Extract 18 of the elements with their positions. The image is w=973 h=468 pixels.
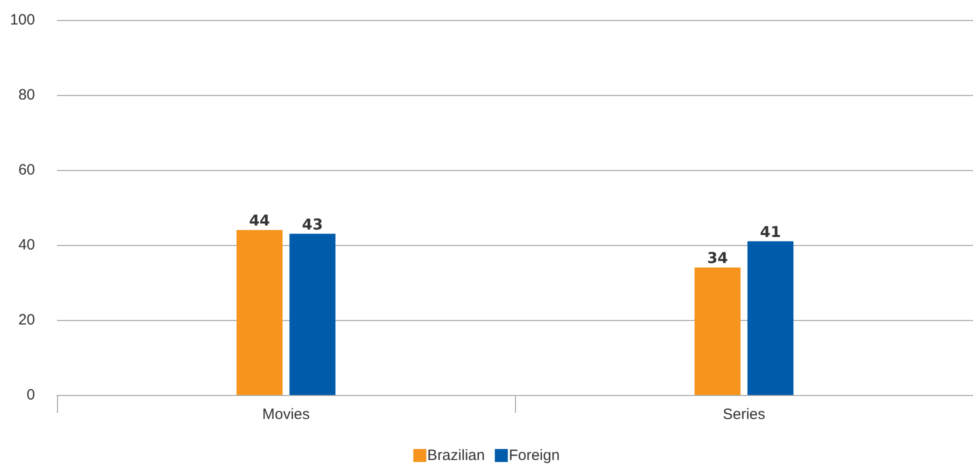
y-tick-label: 80 xyxy=(18,86,35,104)
y-tick-label: 100 xyxy=(10,12,35,28)
bar xyxy=(747,241,794,395)
x-tick-label: Movies xyxy=(262,406,310,423)
bar xyxy=(236,230,283,395)
data-label: 34 xyxy=(707,249,728,267)
x-tick-label: Series xyxy=(722,406,766,423)
y-tick-label: 40 xyxy=(18,236,35,254)
y-tick-label: 0 xyxy=(26,386,35,404)
legend-label: Foreign xyxy=(508,447,560,464)
y-tick-label: 20 xyxy=(18,312,35,328)
bar xyxy=(289,234,336,395)
bar xyxy=(694,268,741,395)
legend-label: Brazilian xyxy=(427,447,485,464)
data-label: 43 xyxy=(302,215,323,234)
data-label: 44 xyxy=(249,212,270,230)
y-tick-label: 60 xyxy=(18,162,35,178)
data-label: 41 xyxy=(760,222,781,241)
